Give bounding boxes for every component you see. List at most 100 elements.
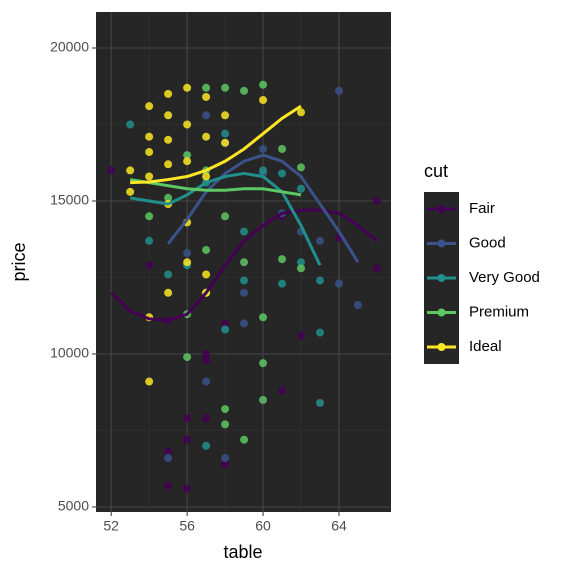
point (221, 138, 230, 147)
legend-label: Fair (469, 200, 495, 217)
point (126, 166, 135, 175)
point (221, 420, 230, 429)
point (202, 83, 211, 92)
point (145, 132, 154, 141)
x-axis-title: table (223, 542, 262, 562)
point (372, 264, 381, 273)
point (202, 356, 211, 365)
x-tick-label: 60 (255, 518, 271, 534)
point (221, 405, 230, 414)
point (202, 111, 211, 120)
legend-point (437, 274, 446, 282)
point (278, 255, 287, 264)
point (126, 120, 135, 129)
point (221, 111, 230, 120)
point (145, 102, 154, 111)
point (164, 111, 173, 120)
point (202, 441, 211, 450)
y-tick-label: 20000 (50, 39, 89, 55)
point (297, 163, 306, 172)
point (316, 276, 325, 285)
point (240, 276, 249, 285)
point (202, 245, 211, 254)
point (183, 414, 192, 423)
point (259, 96, 268, 105)
point (183, 353, 192, 362)
legend-point (437, 239, 446, 248)
point (259, 359, 268, 368)
point (259, 313, 268, 322)
point (183, 258, 192, 267)
point (164, 454, 173, 463)
point (259, 80, 268, 89)
point (334, 279, 343, 288)
point (353, 301, 362, 310)
legend-label: Ideal (469, 338, 502, 355)
point (202, 172, 211, 181)
point (221, 460, 230, 469)
point (202, 270, 211, 279)
point (183, 435, 192, 444)
point (316, 236, 325, 245)
point (183, 157, 192, 166)
point (145, 377, 154, 386)
point (334, 86, 343, 95)
legend-label: Very Good (469, 269, 540, 286)
point (183, 83, 192, 92)
point (221, 212, 230, 221)
point (145, 148, 154, 157)
point (202, 132, 211, 141)
point (221, 325, 230, 334)
point (240, 319, 249, 328)
point (183, 151, 192, 160)
smooth-line (130, 104, 302, 185)
point (278, 386, 287, 395)
point (145, 212, 154, 221)
point (297, 184, 306, 193)
point (145, 236, 154, 245)
point (183, 249, 192, 258)
point (164, 193, 173, 202)
point (202, 92, 211, 101)
point (297, 331, 306, 340)
point (221, 319, 230, 328)
point (278, 279, 287, 288)
legend-point (437, 343, 446, 351)
point (221, 83, 230, 92)
point (202, 350, 211, 359)
y-tick-label: 5000 (58, 498, 89, 514)
point (259, 144, 268, 153)
point (164, 135, 173, 144)
y-tick-label: 15000 (50, 192, 89, 208)
point (107, 166, 116, 175)
point (164, 270, 173, 279)
point (202, 414, 211, 423)
point (240, 288, 249, 297)
smooth-line (129, 171, 322, 266)
legend-point (437, 205, 446, 213)
point (240, 86, 249, 95)
point (221, 454, 230, 463)
point (372, 196, 381, 205)
point (316, 398, 325, 407)
smooth-line (166, 153, 360, 263)
y-axis-title: price (9, 242, 29, 281)
point (240, 258, 249, 267)
point (164, 288, 173, 297)
point (145, 261, 154, 270)
legend-label: Good (469, 234, 506, 251)
point (221, 129, 230, 138)
point (297, 258, 306, 267)
point (278, 144, 287, 153)
y-tick-label: 10000 (50, 345, 89, 361)
x-tick-label: 64 (331, 518, 347, 534)
point (259, 395, 268, 404)
point (297, 108, 306, 117)
point (240, 227, 249, 236)
smooth-line (129, 178, 302, 197)
point (240, 435, 249, 444)
legend-point (437, 308, 446, 317)
x-tick-label: 52 (103, 518, 119, 534)
point (183, 484, 192, 493)
